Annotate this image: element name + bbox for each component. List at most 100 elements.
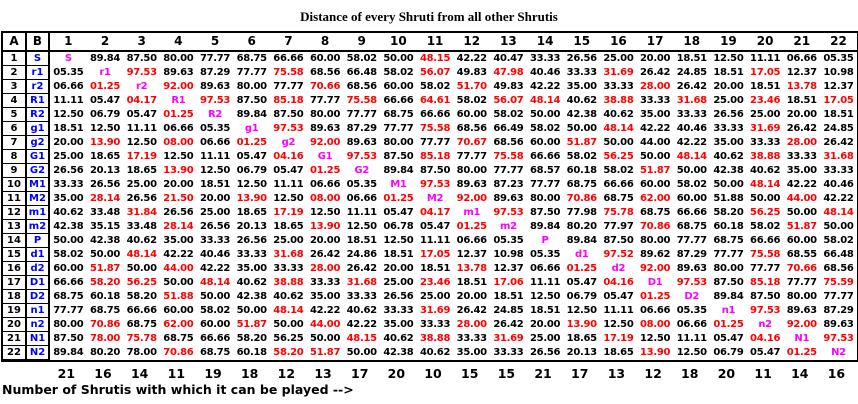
- distance-cell: 05.35: [53, 67, 84, 78]
- distance-cell: 97.53: [676, 277, 707, 288]
- row-number-cell: 10: [3, 178, 27, 192]
- distance-cell: 42.38: [236, 291, 267, 302]
- distance-cell: 26.42: [493, 319, 524, 330]
- column-header-cell: 10: [380, 33, 417, 52]
- distance-table: A B 1 2 3 4 5 6 7 8 9 10 11 12 13 14 15 16 17 18 19 20 21 22 1…: [1, 31, 858, 362]
- distance-cell: 20.00: [199, 193, 231, 204]
- distance-cell: 26.42: [456, 305, 487, 316]
- column-header-cell: 11: [416, 33, 454, 52]
- distance-cell: 33.33: [823, 165, 854, 176]
- distance-cell: 58.02: [346, 53, 377, 64]
- row-label-cell: d2: [27, 262, 50, 276]
- distance-cell: 87.50: [419, 165, 451, 176]
- distance-cell: 33.48: [126, 221, 157, 232]
- column-header-cell: 16: [600, 33, 637, 52]
- distance-cell: 68.75: [676, 221, 707, 232]
- distance-cell: 06.79: [89, 109, 121, 120]
- distance-cell: 24.86: [346, 249, 377, 260]
- row-number-cell: 13: [3, 220, 27, 234]
- distance-cell: 01.25: [383, 193, 414, 204]
- distance-cell: 77.77: [676, 235, 707, 246]
- distance-cell: 31.69: [419, 305, 451, 316]
- distance-cell: 60.18: [236, 347, 267, 358]
- distance-cell: 60.00: [383, 81, 414, 92]
- distance-cell: 31.69: [750, 123, 781, 134]
- distance-cell: 24.85: [823, 123, 854, 134]
- distance-cell: 58.20: [89, 277, 121, 288]
- distance-cell: 77.77: [823, 291, 854, 302]
- column-header-cell: 8: [306, 33, 344, 52]
- distance-cell: 40.46: [199, 249, 231, 260]
- distance-cell: 01.25: [566, 263, 597, 274]
- distance-cell: 87.50: [126, 53, 157, 64]
- distance-cell: 12.37: [493, 263, 524, 274]
- distance-cell: 13.90: [236, 193, 267, 204]
- distance-cell: 89.84: [713, 291, 744, 302]
- shruti-count-cell: 20: [387, 366, 406, 381]
- distance-cell: 48.15: [346, 333, 377, 344]
- column-header-cell: 5: [196, 33, 234, 52]
- distance-cell: 70.86: [640, 221, 671, 232]
- distance-cell: 60.00: [199, 319, 231, 330]
- row-number-cell: 22: [3, 346, 27, 360]
- distance-cell: 48.14: [199, 277, 231, 288]
- distance-cell: 11.11: [676, 333, 707, 344]
- distance-cell: 25.00: [53, 151, 84, 162]
- distance-cell: 66.66: [126, 305, 157, 316]
- distance-cell: 68.75: [640, 207, 671, 218]
- distance-cell: 85.18: [750, 277, 781, 288]
- distance-cell: 56.07: [419, 67, 451, 78]
- distance-cell: 75.78: [603, 207, 634, 218]
- distance-cell: 33.48: [89, 207, 121, 218]
- diagonal-label-cell: r1: [99, 67, 111, 78]
- distance-cell: 33.33: [309, 277, 341, 288]
- distance-cell: 50.00: [126, 263, 157, 274]
- distance-cell: 12.50: [236, 179, 267, 190]
- distance-cell: 97.53: [750, 305, 781, 316]
- distance-cell: 56.25: [273, 333, 304, 344]
- diagonal-label-cell: N2: [831, 347, 846, 358]
- distance-cell: 68.56: [493, 137, 524, 148]
- distance-cell: 77.77: [53, 305, 84, 316]
- distance-cell: 58.20: [273, 347, 304, 358]
- distance-cell: 58.20: [236, 333, 267, 344]
- distance-cell: 68.56: [456, 123, 487, 134]
- distance-cell: 48.14: [126, 249, 157, 260]
- distance-cell: 12.50: [676, 347, 707, 358]
- distance-cell: 33.33: [786, 151, 817, 162]
- distance-cell: 06.66: [199, 137, 231, 148]
- distance-cell: 66.66: [273, 53, 304, 64]
- distance-cell: 01.25: [640, 291, 671, 302]
- distance-cell: 80.00: [163, 53, 194, 64]
- distance-cell: 85.18: [273, 95, 304, 106]
- distance-cell: 42.22: [640, 123, 671, 134]
- distance-cell: 77.98: [566, 207, 597, 218]
- distance-cell: 48.14: [676, 151, 707, 162]
- distance-cell: 13.90: [89, 137, 121, 148]
- distance-cell: 11.11: [603, 305, 634, 316]
- distance-cell: 97.53: [273, 123, 304, 134]
- distance-cell: 06.66: [640, 305, 671, 316]
- distance-cell: 01.25: [89, 81, 121, 92]
- distance-cell: 33.33: [419, 319, 451, 330]
- distance-cell: 18.51: [823, 109, 854, 120]
- distance-cell: 25.00: [199, 207, 231, 218]
- distance-cell: 62.00: [163, 319, 194, 330]
- distance-cell: 35.00: [309, 291, 341, 302]
- distance-cell: 26.56: [530, 347, 561, 358]
- distance-cell: 01.25: [163, 109, 194, 120]
- distance-cell: 31.68: [273, 249, 304, 260]
- distance-cell: 68.75: [163, 333, 194, 344]
- distance-cell: 97.52: [603, 249, 634, 260]
- distance-cell: 28.00: [456, 319, 487, 330]
- diagonal-label-cell: R2: [207, 109, 223, 120]
- distance-cell: 89.63: [199, 81, 231, 92]
- row-number-cell: 4: [3, 94, 27, 108]
- distance-cell: 12.37: [823, 81, 854, 92]
- row-number-cell: 1: [3, 52, 27, 66]
- column-header-cell: 4: [160, 33, 197, 52]
- distance-cell: 10.98: [823, 67, 854, 78]
- shruti-count-cell: 12: [277, 366, 296, 381]
- column-header-cell: 18: [673, 33, 711, 52]
- distance-cell: 23.46: [750, 95, 781, 106]
